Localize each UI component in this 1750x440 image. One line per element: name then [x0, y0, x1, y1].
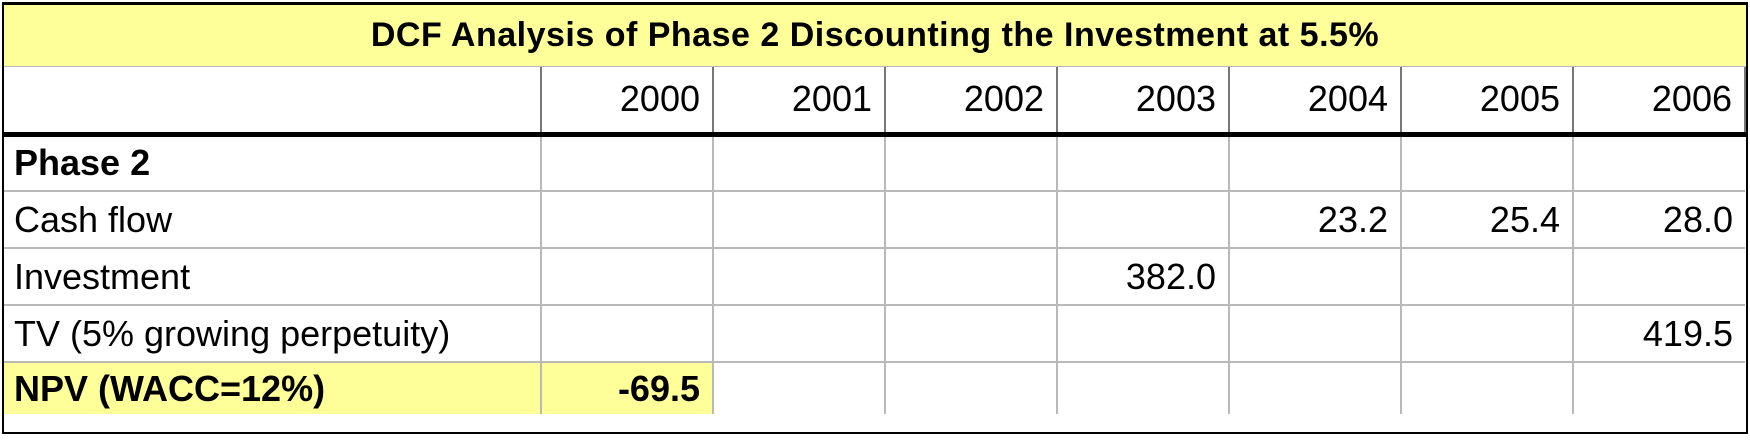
- cell: [1057, 305, 1230, 363]
- cell: [1573, 134, 1745, 192]
- cell: [713, 362, 886, 414]
- cell: [713, 191, 886, 249]
- cell: [1057, 362, 1230, 414]
- cell: [1573, 362, 1745, 414]
- year-header-2002: 2002: [885, 67, 1058, 137]
- cell: [1229, 362, 1402, 414]
- spreadsheet: DCF Analysis of Phase 2 Discounting the …: [2, 2, 1748, 434]
- cell: [713, 305, 886, 363]
- npv-value-cell: -69.5: [541, 362, 714, 414]
- dcf-table: 2000 2001 2002 2003 2004 2005 2006 Phase…: [4, 67, 1746, 414]
- cell: 23.2: [1229, 191, 1402, 249]
- cell: [1229, 134, 1402, 192]
- cell: [1401, 305, 1574, 363]
- row-label: Investment: [4, 248, 542, 306]
- cell: [885, 134, 1058, 192]
- cell: [885, 362, 1058, 414]
- table-title: DCF Analysis of Phase 2 Discounting the …: [4, 5, 1746, 67]
- year-header-2005: 2005: [1401, 67, 1574, 137]
- table-row-terminal-value: TV (5% growing perpetuity) 419.5: [4, 305, 1745, 363]
- cell: 28.0: [1573, 191, 1745, 249]
- header-row: 2000 2001 2002 2003 2004 2005 2006: [4, 67, 1746, 137]
- cell: [885, 191, 1058, 249]
- cell: [1401, 362, 1574, 414]
- table-row-cash-flow: Cash flow 23.2 25.4 28.0: [4, 191, 1745, 249]
- row-label: Phase 2: [4, 134, 542, 192]
- cell: [541, 134, 714, 192]
- cell: [1057, 134, 1230, 192]
- cell: [1573, 248, 1745, 306]
- year-header-2006: 2006: [1573, 67, 1746, 137]
- cell: [885, 305, 1058, 363]
- cell: [1229, 248, 1402, 306]
- header-blank-cell: [4, 67, 542, 137]
- cell: [541, 305, 714, 363]
- cell: [1229, 305, 1402, 363]
- cell: [1401, 134, 1574, 192]
- cell: [541, 191, 714, 249]
- year-header-2004: 2004: [1229, 67, 1402, 137]
- cell: 25.4: [1401, 191, 1574, 249]
- cell: [713, 248, 886, 306]
- year-header-2001: 2001: [713, 67, 886, 137]
- cell: [1401, 248, 1574, 306]
- table-row-phase-2: Phase 2: [4, 134, 1745, 192]
- row-label: Cash flow: [4, 191, 542, 249]
- year-header-2000: 2000: [541, 67, 714, 137]
- row-label: TV (5% growing perpetuity): [4, 305, 542, 363]
- year-header-2003: 2003: [1057, 67, 1230, 137]
- cell: [1057, 191, 1230, 249]
- table-row-investment: Investment 382.0: [4, 248, 1745, 306]
- cell: [713, 134, 886, 192]
- cell: 419.5: [1573, 305, 1745, 363]
- row-label-npv: NPV (WACC=12%): [4, 362, 542, 414]
- cell: [541, 248, 714, 306]
- cell: [885, 248, 1058, 306]
- cell: 382.0: [1057, 248, 1230, 306]
- table-row-npv: NPV (WACC=12%) -69.5: [4, 362, 1745, 414]
